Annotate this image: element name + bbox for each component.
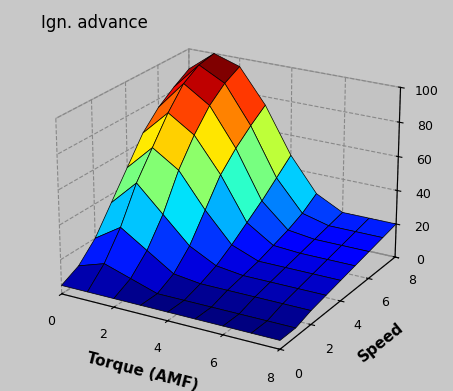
Y-axis label: Speed: Speed (356, 320, 407, 366)
Text: Ign. advance: Ign. advance (42, 14, 149, 32)
X-axis label: Torque (AMF): Torque (AMF) (85, 350, 200, 391)
